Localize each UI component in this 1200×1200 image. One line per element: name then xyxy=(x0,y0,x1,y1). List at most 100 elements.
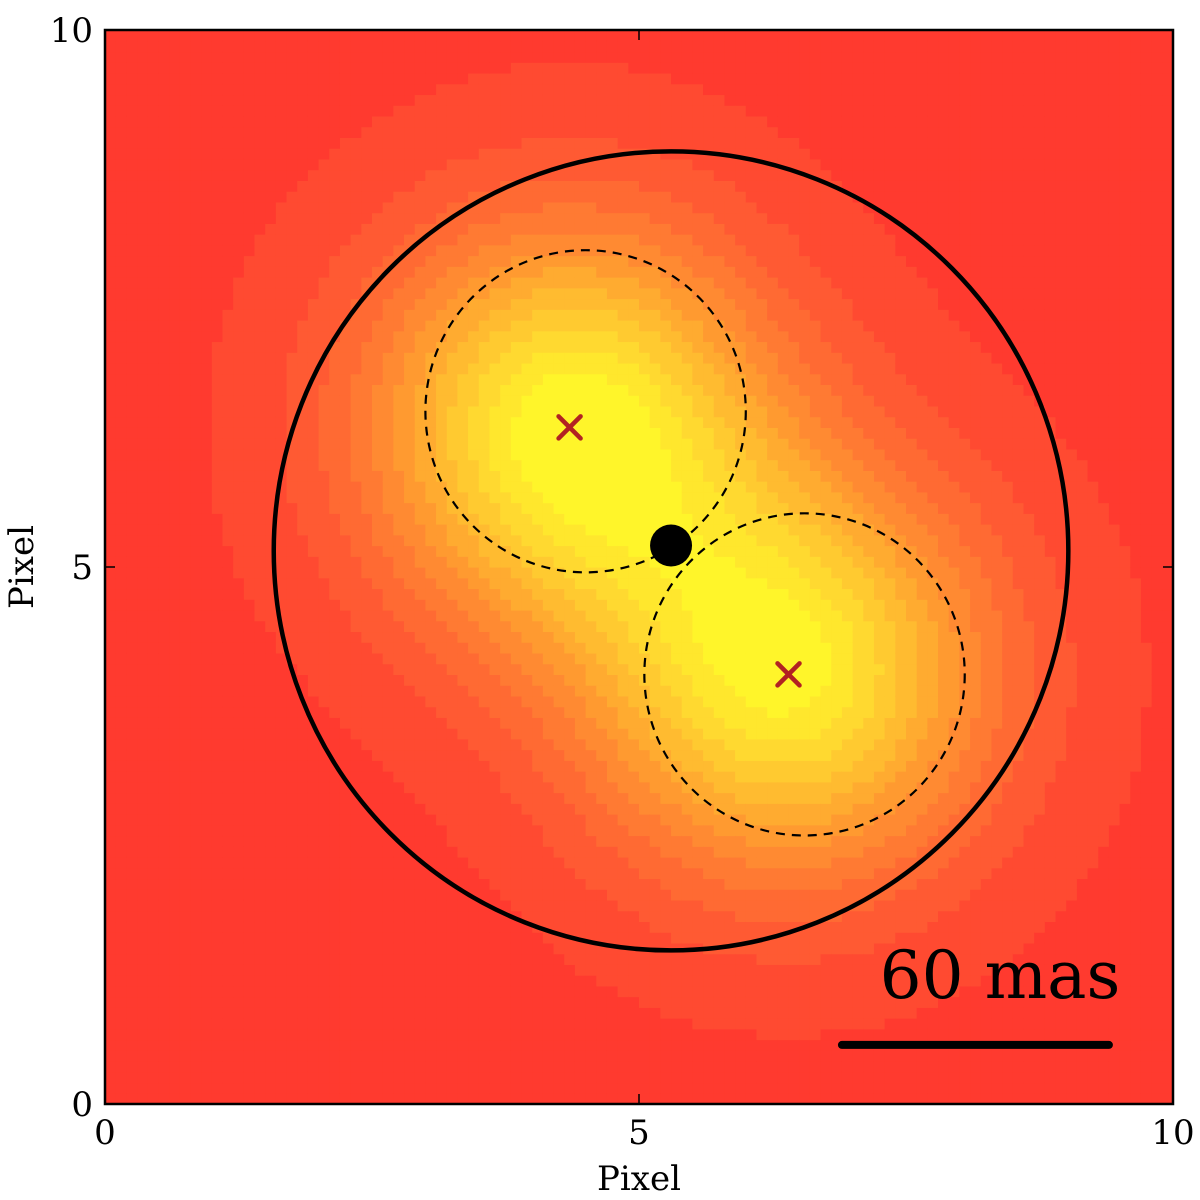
heatmap-cell xyxy=(339,932,352,944)
heatmap-cell xyxy=(478,620,491,633)
heatmap-cell xyxy=(521,1039,533,1051)
heatmap-cell xyxy=(275,126,288,138)
heatmap-cell xyxy=(361,234,373,246)
heatmap-cell xyxy=(137,899,149,912)
heatmap-cell xyxy=(457,738,469,751)
heatmap-cell xyxy=(361,663,373,675)
heatmap-cell xyxy=(297,1082,309,1094)
heatmap-cell xyxy=(350,899,362,912)
heatmap-cell xyxy=(489,921,501,933)
heatmap-cell xyxy=(350,567,362,579)
heatmap-cell xyxy=(307,212,320,224)
heatmap-cell xyxy=(222,513,234,525)
heatmap-cell xyxy=(404,577,416,590)
heatmap-cell xyxy=(532,771,544,783)
heatmap-cell xyxy=(254,846,266,858)
heatmap-cell xyxy=(329,1018,341,1030)
heatmap-cell xyxy=(318,588,330,600)
heatmap-cell xyxy=(339,534,352,547)
heatmap-cell xyxy=(596,878,608,890)
heatmap-cell xyxy=(222,749,234,761)
heatmap-cell xyxy=(489,814,501,826)
heatmap-cell xyxy=(489,588,501,600)
heatmap-cell xyxy=(564,459,576,471)
heatmap-cell xyxy=(521,513,533,525)
heatmap-cell xyxy=(596,856,608,869)
heatmap-cell xyxy=(574,513,587,525)
heatmap-cell xyxy=(339,244,352,257)
heatmap-cell xyxy=(628,985,640,998)
heatmap-cell xyxy=(628,899,640,912)
heatmap-cell xyxy=(446,942,459,955)
heatmap-cell xyxy=(510,395,523,407)
heatmap-cell xyxy=(307,567,320,579)
heatmap-cell xyxy=(500,362,512,375)
heatmap-cell xyxy=(275,416,288,428)
heatmap-cell xyxy=(137,126,149,138)
heatmap-cell xyxy=(574,781,587,794)
heatmap-cell xyxy=(126,620,138,633)
heatmap-cell xyxy=(393,51,405,63)
heatmap-cell xyxy=(617,985,629,998)
heatmap-cell xyxy=(318,1007,330,1019)
heatmap-cell xyxy=(446,201,459,214)
heatmap-cell xyxy=(436,438,448,450)
heatmap-cell xyxy=(286,1071,298,1084)
heatmap-cell xyxy=(307,502,320,514)
heatmap-cell xyxy=(147,395,159,407)
heatmap-cell xyxy=(105,728,117,740)
heatmap-cell xyxy=(222,481,234,493)
heatmap-cell xyxy=(478,792,491,804)
heatmap-cell xyxy=(468,674,480,686)
heatmap-cell xyxy=(158,781,170,794)
heatmap-cell xyxy=(222,631,234,643)
heatmap-cell xyxy=(169,51,181,63)
heatmap-cell xyxy=(521,330,533,343)
heatmap-cell xyxy=(553,878,565,890)
heatmap-cell xyxy=(115,846,127,858)
heatmap-cell xyxy=(254,266,266,278)
heatmap-cell xyxy=(521,975,533,987)
heatmap-cell xyxy=(617,846,629,858)
heatmap-cell xyxy=(596,212,608,224)
heatmap-cell xyxy=(222,1039,234,1051)
heatmap-cell xyxy=(574,942,587,955)
heatmap-cell xyxy=(169,631,181,643)
heatmap-cell xyxy=(564,212,576,224)
heatmap-cell xyxy=(468,996,480,1008)
heatmap-cell xyxy=(478,588,491,600)
heatmap-cell xyxy=(361,1007,373,1019)
heatmap-cell xyxy=(147,62,159,74)
heatmap-cell xyxy=(350,180,362,192)
heatmap-cell xyxy=(158,266,170,278)
heatmap-cell xyxy=(297,932,309,944)
heatmap-cell xyxy=(339,996,352,1008)
heatmap-cell xyxy=(521,620,533,633)
heatmap-cell xyxy=(105,223,117,235)
heatmap-cell xyxy=(532,137,544,149)
heatmap-cell xyxy=(585,964,597,976)
heatmap-cell xyxy=(404,738,416,751)
heatmap-cell xyxy=(436,362,448,375)
heatmap-cell xyxy=(318,524,330,536)
heatmap-cell xyxy=(382,556,394,568)
heatmap-cell xyxy=(414,609,426,622)
heatmap-cell xyxy=(211,663,224,675)
heatmap-cell xyxy=(532,942,544,955)
heatmap-cell xyxy=(126,814,138,826)
heatmap-cell xyxy=(361,975,373,987)
heatmap-cell xyxy=(222,545,234,557)
heatmap-cell xyxy=(339,846,352,858)
heatmap-cell xyxy=(457,899,469,912)
heatmap-cell xyxy=(478,341,491,353)
heatmap-cell xyxy=(137,191,149,203)
heatmap-cell xyxy=(628,416,640,428)
heatmap-cell xyxy=(147,771,159,783)
heatmap-cell xyxy=(532,1018,544,1030)
heatmap-cell xyxy=(468,51,480,63)
heatmap-cell xyxy=(574,964,587,976)
heatmap-cell xyxy=(393,40,405,53)
heatmap-cell xyxy=(318,1061,330,1073)
heatmap-cell xyxy=(339,158,352,171)
heatmap-cell xyxy=(286,921,298,933)
